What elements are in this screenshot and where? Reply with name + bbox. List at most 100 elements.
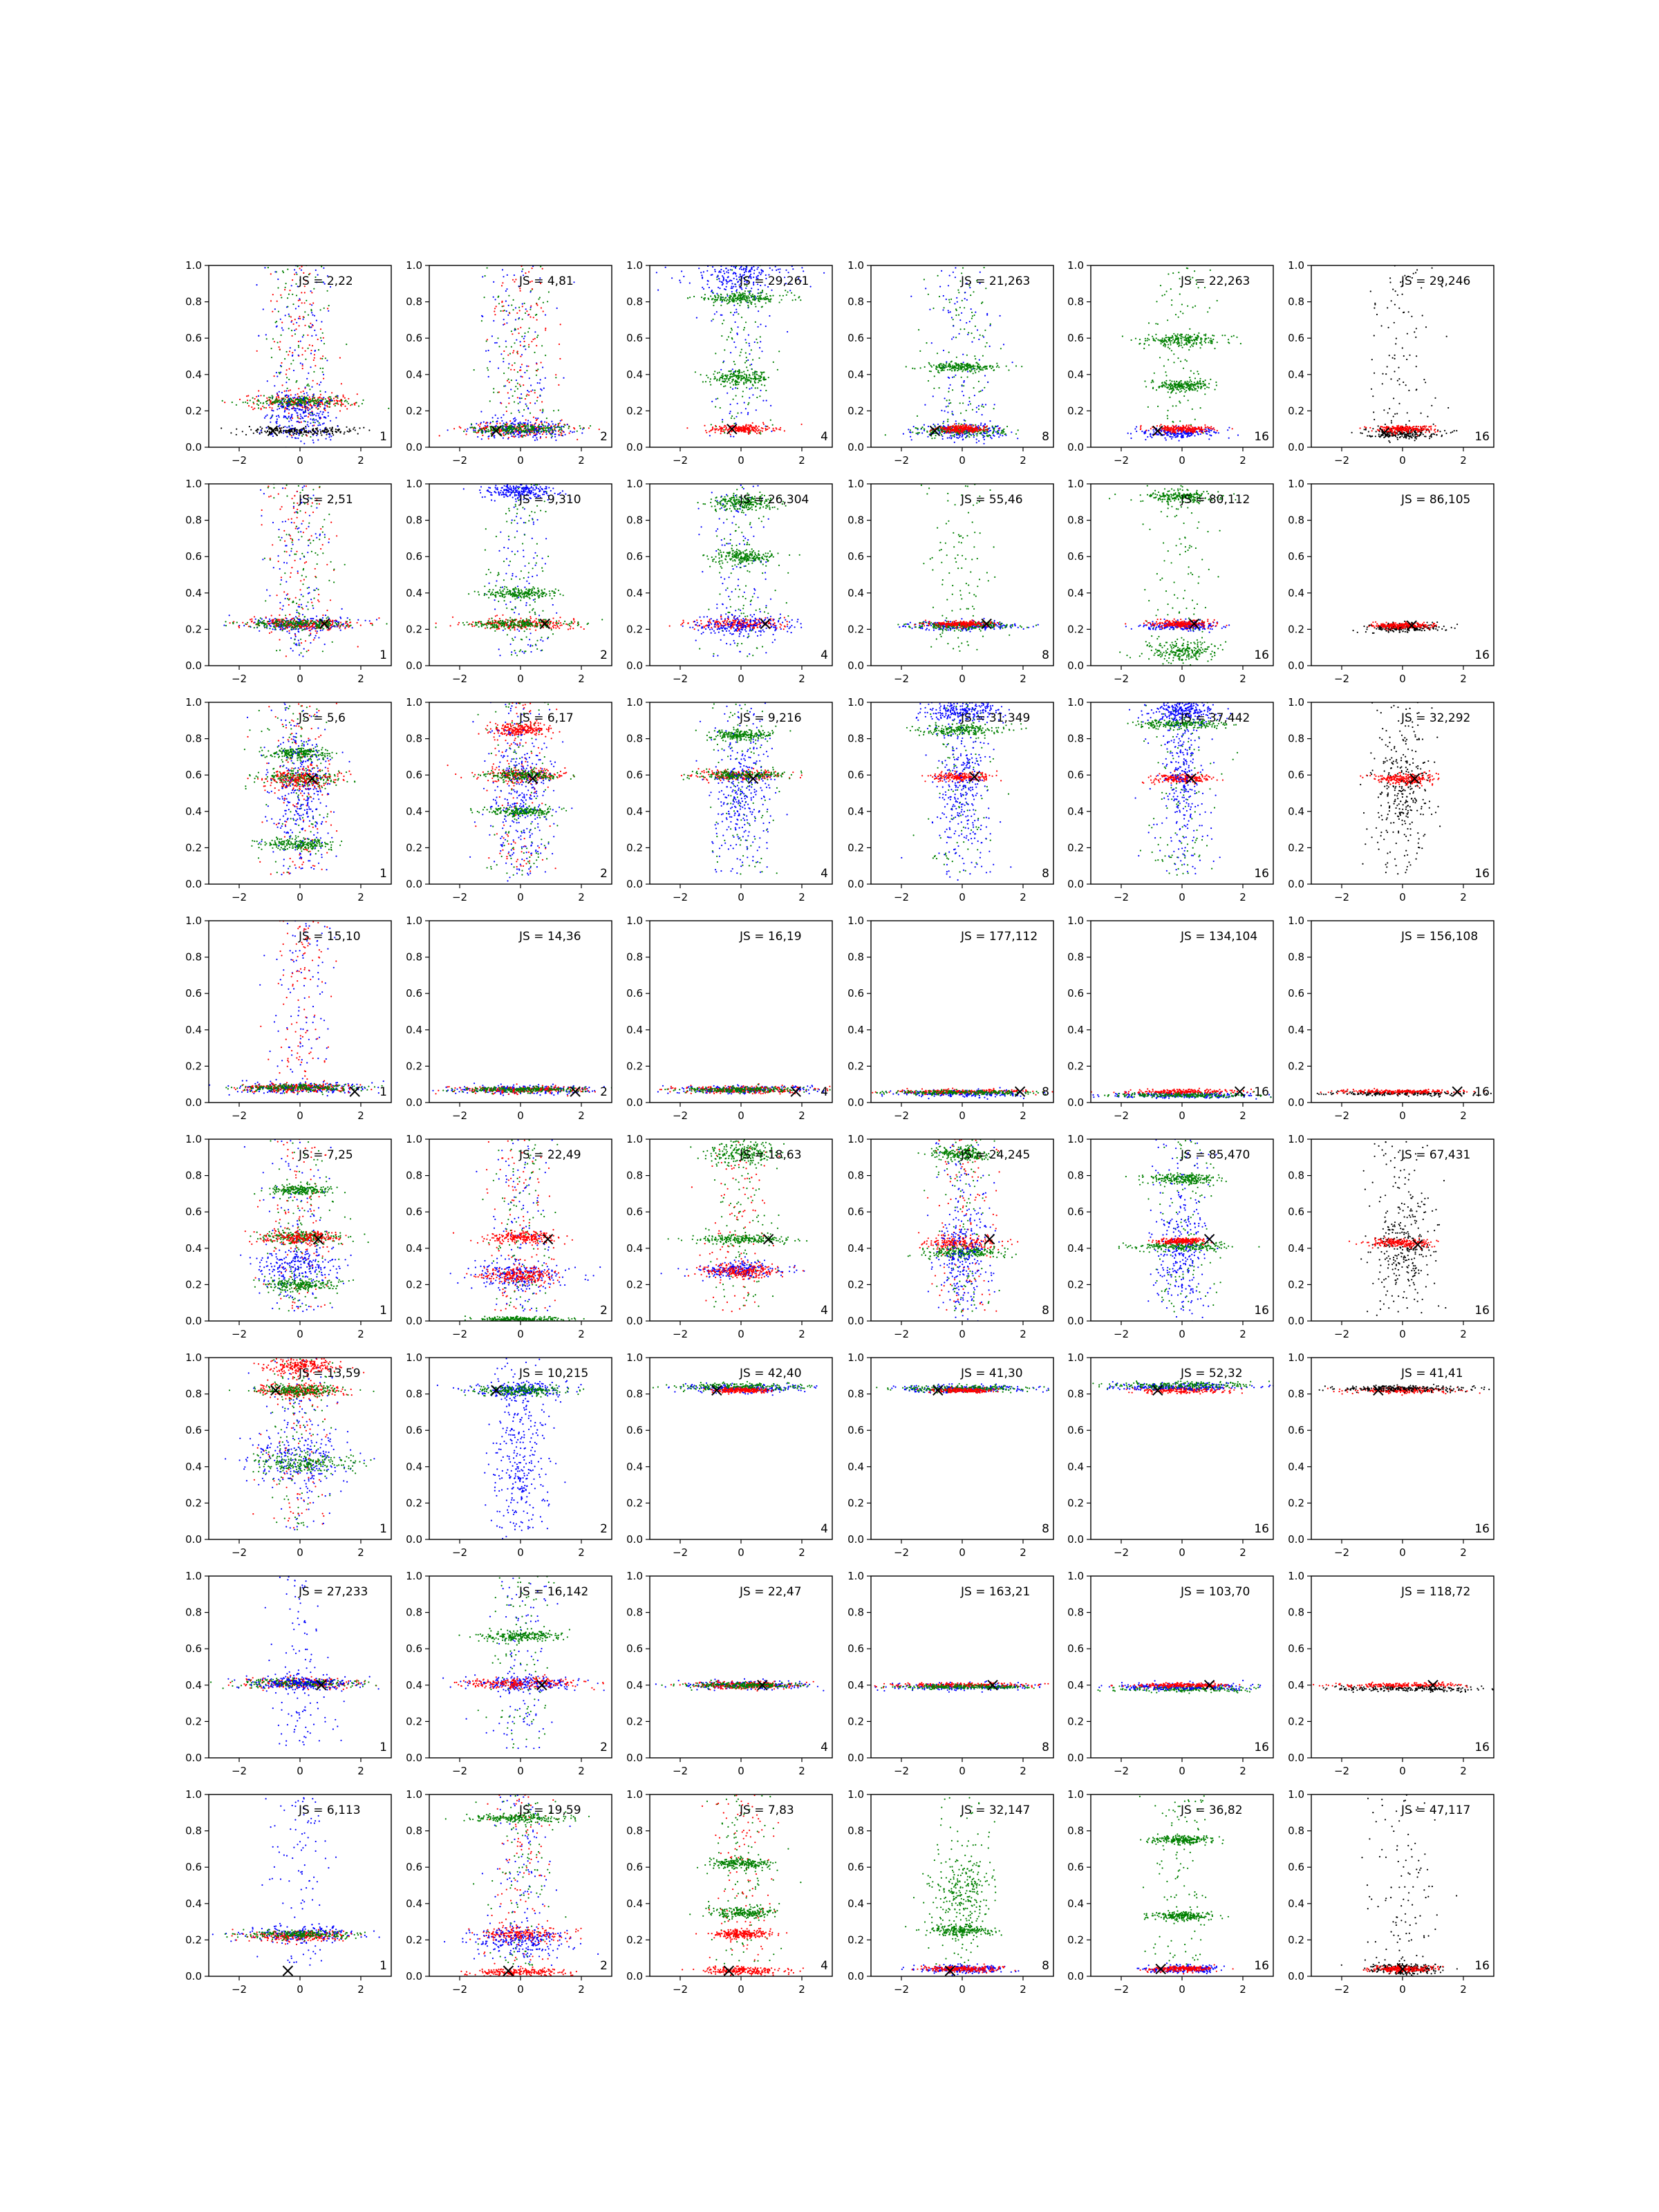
scatter-point — [538, 429, 541, 431]
scatter-point — [744, 379, 747, 382]
scatter-point — [289, 404, 291, 406]
scatter-point — [510, 424, 513, 427]
scatter-point — [768, 274, 770, 276]
scatter-point — [1001, 431, 1003, 433]
scatter-point — [512, 279, 514, 281]
scatter-point — [733, 384, 735, 386]
y-tick-label: 0.4 — [406, 368, 422, 381]
scatter-point — [958, 332, 960, 335]
scatter-point — [749, 269, 751, 271]
scatter-point — [306, 299, 308, 301]
scatter-point — [292, 354, 294, 356]
scatter-point — [296, 429, 298, 431]
scatter-point — [749, 275, 751, 278]
scatter-point — [337, 395, 339, 397]
scatter-point — [766, 295, 768, 297]
scatter-point — [771, 269, 774, 271]
scatter-point — [321, 429, 324, 432]
scatter-point — [749, 353, 751, 355]
scatter-point — [481, 432, 484, 434]
scatter-point — [536, 304, 538, 306]
scatter-point — [516, 312, 518, 314]
scatter-point — [942, 428, 944, 430]
scatter-point — [973, 314, 975, 317]
scatter-point — [259, 402, 262, 404]
scatter-point — [535, 374, 538, 376]
scatter-point — [761, 372, 763, 374]
scatter-point — [526, 393, 528, 395]
scatter-point — [734, 429, 736, 431]
scatter-point — [701, 274, 703, 276]
scatter-point — [337, 429, 339, 431]
scatter-point — [707, 297, 709, 299]
scatter-point — [742, 268, 745, 270]
scatter-point — [748, 342, 750, 344]
scatter-point — [768, 427, 770, 429]
scatter-point — [312, 433, 314, 435]
y-tick-label: 0.2 — [626, 404, 643, 417]
scatter-point — [1017, 438, 1019, 440]
scatter-point — [740, 375, 742, 377]
scatter-point — [751, 295, 754, 297]
panel-r1-c2: 0.00.20.40.60.81.0−2 0 2JS = 4,812 — [406, 259, 612, 467]
scatter-point — [717, 429, 720, 431]
scatter-point — [1190, 425, 1192, 427]
scatter-point — [331, 431, 333, 433]
scatter-point — [581, 432, 583, 434]
scatter-point — [782, 294, 784, 297]
scatter-point — [723, 378, 725, 380]
scatter-point — [272, 310, 274, 312]
scatter-point — [740, 348, 742, 350]
scatter-point — [929, 308, 931, 310]
scatter-point — [317, 415, 319, 417]
scatter-point — [236, 428, 238, 430]
scatter-point — [344, 431, 346, 433]
scatter-point — [742, 377, 744, 379]
scatter-point — [538, 281, 541, 283]
scatter-point — [986, 429, 988, 431]
scatter-point — [324, 357, 326, 359]
scatter-point — [758, 259, 760, 261]
scatter-point — [747, 404, 749, 406]
scatter-point — [286, 377, 288, 379]
scatter-point — [779, 268, 781, 270]
scatter-point — [1217, 432, 1219, 434]
scatter-point — [933, 432, 935, 434]
scatter-point — [310, 422, 312, 424]
js-annotation: JS = 21,263 — [960, 274, 1030, 288]
scatter-point — [281, 384, 283, 386]
scatter-point — [307, 394, 309, 396]
scatter-point — [944, 397, 946, 400]
scatter-point — [736, 332, 738, 335]
scatter-point — [959, 280, 962, 282]
scatter-point — [328, 402, 331, 404]
scatter-point — [337, 397, 339, 399]
scatter-point — [306, 377, 308, 380]
scatter-point — [742, 295, 744, 297]
scatter-point — [313, 315, 316, 317]
scatter-point — [740, 412, 742, 414]
scatter-point — [276, 401, 278, 403]
scatter-point — [265, 334, 267, 336]
scatter-point — [762, 378, 765, 380]
scatter-point — [286, 387, 288, 389]
scatter-point — [983, 425, 985, 428]
scatter-point — [938, 295, 941, 298]
scatter-point — [272, 396, 274, 398]
scatter-point — [961, 272, 963, 274]
scatter-point — [981, 302, 983, 304]
scatter-point — [767, 428, 769, 431]
scatter-point — [518, 369, 521, 371]
scatter-point — [961, 391, 964, 393]
scatter-point — [733, 293, 735, 295]
scatter-point — [309, 402, 311, 404]
scatter-point — [785, 294, 787, 296]
scatter-point — [512, 422, 514, 424]
scatter-point — [962, 439, 964, 441]
scatter-point — [1182, 431, 1184, 433]
scatter-point — [277, 310, 279, 312]
panel-r1-c1: 0.00.20.40.60.81.0−2 0 2JS = 2,221 — [185, 259, 392, 467]
scatter-point — [315, 269, 317, 271]
scatter-point — [984, 329, 986, 331]
scatter-point — [729, 412, 731, 415]
